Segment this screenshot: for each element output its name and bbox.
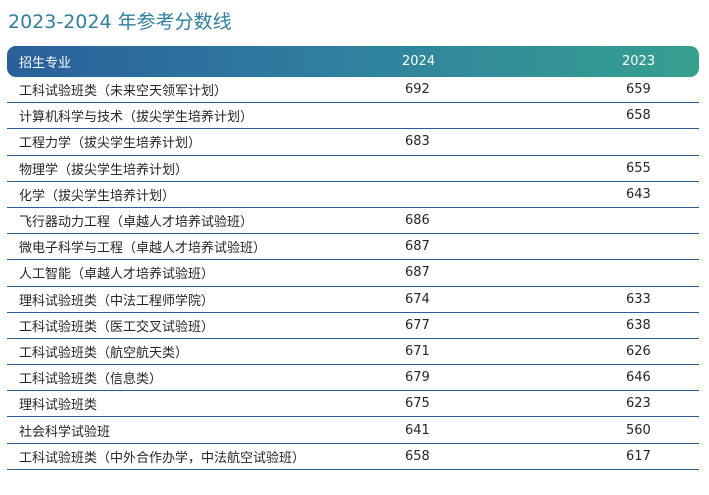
table-row: 工科试验班类（信息类） 679 646 [7,365,699,392]
table-row: 理科试验班类 675 623 [7,391,699,418]
score-2024-cell: 687 [405,239,430,255]
score-2023-cell: 655 [626,160,651,176]
major-cell: 飞行器动力工程（卓越人才培养试验班） [19,215,254,231]
score-2024-cell: 677 [405,317,430,333]
header-2023: 2023 [622,54,656,69]
major-cell: 理科试验班类 [19,398,98,414]
major-cell: 工科试验班类（信息类） [19,372,163,388]
score-2024-cell: 692 [405,82,430,98]
table-header: 招生专业 2024 2023 [7,46,699,77]
score-2024-cell: 671 [405,343,430,359]
table-row: 微电子科学与工程（卓越人才培养试验班） 687 [7,234,699,261]
score-2023-cell: 626 [626,343,651,359]
table-row: 物理学（拔尖学生培养计划） 655 [7,156,699,182]
score-2023-cell: 617 [626,448,651,464]
table-row: 飞行器动力工程（卓越人才培养试验班） 686 [7,208,699,235]
score-2024-cell: 641 [405,422,430,438]
score-2023-cell: 643 [626,186,651,202]
table-row: 工科试验班类（医工交叉试验班） 677 638 [7,313,699,339]
table-row: 计算机科学与技术（拔尖学生培养计划） 658 [7,103,699,130]
score-2023-cell: 659 [626,82,651,98]
score-2024-cell: 658 [405,448,430,464]
score-2024-cell: 675 [405,396,430,412]
major-cell: 物理学（拔尖学生培养计划） [19,162,189,178]
score-2023-cell: 658 [626,108,651,124]
score-2024-cell: 683 [405,134,430,150]
major-cell: 社会科学试验班 [19,424,111,440]
table-body: 工科试验班类（未来空天领军计划） 692 659 计算机科学与技术（拔尖学生培养计划）… [7,77,699,470]
score-2024-cell: 686 [405,213,430,229]
major-cell: 工程力学（拔尖学生培养计划） [19,136,202,152]
major-cell: 计算机科学与技术（拔尖学生培养计划） [19,110,254,126]
score-2023-cell: 646 [626,370,651,386]
major-cell: 工科试验班类（医工交叉试验班） [19,319,215,335]
score-2023-cell: 633 [626,291,651,307]
score-2023-cell: 560 [626,422,651,438]
score-table: 招生专业 2024 2023 工科试验班类（未来空天领军计划） 692 659 计算机… [7,46,699,470]
score-2023-cell: 638 [626,317,651,333]
table-row: 工科试验班类（未来空天领军计划） 692 659 [7,77,699,104]
table-row: 理科试验班类（中法工程师学院） 674 633 [7,287,699,313]
score-2024-cell: 674 [405,291,430,307]
major-cell: 理科试验班类（中法工程师学院） [19,293,215,309]
score-2024-cell: 679 [405,370,430,386]
table-row: 工程力学（拔尖学生培养计划） 683 [7,129,699,156]
score-2024-cell: 687 [405,265,430,281]
major-cell: 工科试验班类（未来空天领军计划） [19,84,228,100]
score-2023-cell: 623 [626,396,651,412]
major-cell: 工科试验班类（航空航天类） [19,345,189,361]
table-row: 工科试验班类（中外合作办学，中法航空试验班） 658 617 [7,444,699,470]
table-row: 社会科学试验班 641 560 [7,417,699,444]
table-row: 工科试验班类（航空航天类） 671 626 [7,339,699,366]
table-row: 人工智能（卓越人才培养试验班） 687 [7,260,699,287]
page-title: 2023-2024 年参考分数线 [8,11,232,33]
major-cell: 微电子科学与工程（卓越人才培养试验班） [19,241,267,257]
header-major: 招生专业 [19,56,72,71]
table-row: 化学（拔尖学生培养计划） 643 [7,182,699,208]
major-cell: 人工智能（卓越人才培养试验班） [19,267,215,283]
header-2024: 2024 [402,54,436,69]
major-cell: 工科试验班类（中外合作办学，中法航空试验班） [19,450,306,466]
major-cell: 化学（拔尖学生培养计划） [19,188,176,204]
